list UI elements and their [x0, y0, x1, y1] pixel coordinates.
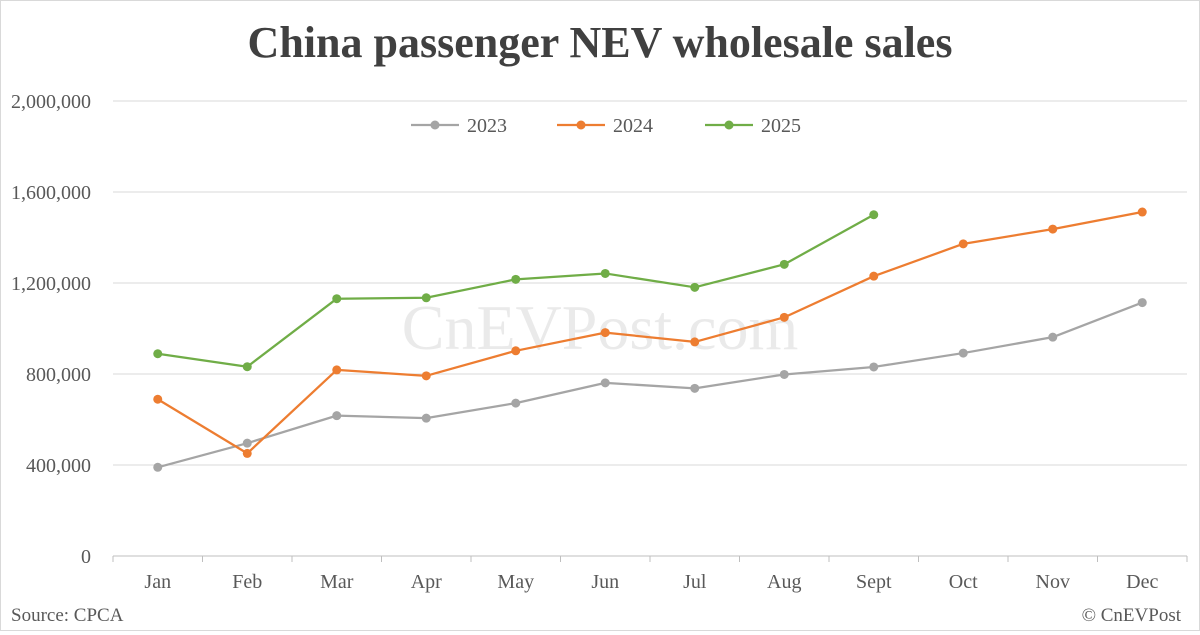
data-point-2024 [600, 328, 610, 338]
data-point-2025 [332, 294, 342, 304]
x-tick-label: Apr [411, 571, 442, 593]
x-tick-label: Sept [856, 571, 892, 593]
data-point-2025 [690, 282, 700, 292]
legend-marker-2024 [576, 120, 586, 130]
data-point-2025 [242, 362, 252, 372]
data-point-2023 [421, 413, 431, 423]
x-tick-label: May [497, 571, 534, 593]
series-2025 [153, 210, 879, 372]
y-tick-label: 0 [81, 546, 91, 568]
data-point-2025 [153, 349, 163, 359]
data-point-2023 [600, 378, 610, 388]
y-tick-label: 1,200,000 [11, 273, 91, 295]
x-tick-label: Aug [767, 571, 801, 593]
data-point-2024 [511, 346, 521, 356]
data-point-2024 [1137, 207, 1147, 217]
source-note: Source: CPCA [11, 605, 124, 626]
series-group [153, 207, 1147, 472]
data-point-2025 [600, 268, 610, 278]
y-tick-label: 400,000 [26, 455, 91, 477]
y-tick-label: 1,600,000 [11, 182, 91, 204]
x-tick-label: Jan [144, 571, 171, 593]
data-point-2024 [242, 448, 252, 458]
x-tick-label: Nov [1036, 571, 1070, 593]
data-point-2023 [511, 398, 521, 408]
data-point-2023 [332, 411, 342, 421]
data-point-2024 [421, 371, 431, 381]
x-axis-ticks: Jan Feb Mar Apr May Jun Jul Aug Sept Oct Nov Dec [112, 556, 1188, 593]
data-point-2024 [1048, 224, 1058, 234]
data-point-2025 [421, 293, 431, 303]
legend-label-2023: 2023 [467, 115, 507, 137]
y-tick-label: 2,000,000 [11, 91, 91, 113]
data-point-2025 [779, 259, 789, 269]
legend-marker-2025 [724, 120, 734, 130]
x-tick-label: Oct [949, 571, 978, 593]
x-tick-label: Jul [683, 571, 707, 593]
x-tick-label: Dec [1126, 571, 1158, 593]
legend-marker-2023 [430, 120, 440, 130]
series-line-2024 [157, 210, 1143, 455]
data-point-2023 [1137, 298, 1147, 308]
data-point-2024 [332, 365, 342, 375]
legend: 2023 2024 2025 [411, 115, 801, 137]
data-point-2023 [242, 438, 252, 448]
x-tick-label: Jun [591, 571, 619, 593]
data-point-2023 [779, 369, 789, 379]
y-axis-ticks: 0 400,000 800,000 1,200,000 1,600,000 2,000,0… [11, 91, 91, 568]
data-point-2023 [1048, 332, 1058, 342]
data-point-2025 [869, 210, 879, 220]
data-point-2024 [779, 312, 789, 322]
watermark: CnEVPost.com [402, 292, 798, 363]
series-2024 [153, 207, 1147, 458]
legend-label-2024: 2024 [613, 115, 653, 137]
y-tick-label: 800,000 [26, 364, 91, 386]
data-point-2024 [958, 239, 968, 249]
copyright-note: © CnEVPost [1082, 605, 1182, 626]
data-point-2023 [690, 383, 700, 393]
data-point-2024 [869, 271, 879, 281]
series-2023 [153, 298, 1147, 472]
x-tick-label: Mar [320, 571, 354, 593]
chart-title: China passenger NEV wholesale sales [248, 18, 953, 67]
legend-label-2025: 2025 [761, 115, 801, 137]
data-point-2025 [511, 274, 521, 284]
data-point-2024 [153, 394, 163, 404]
data-point-2023 [958, 348, 968, 358]
x-tick-label: Feb [232, 571, 262, 593]
data-point-2023 [153, 462, 163, 472]
data-point-2023 [869, 362, 879, 372]
data-point-2024 [690, 337, 700, 347]
series-line-2023 [157, 301, 1143, 469]
